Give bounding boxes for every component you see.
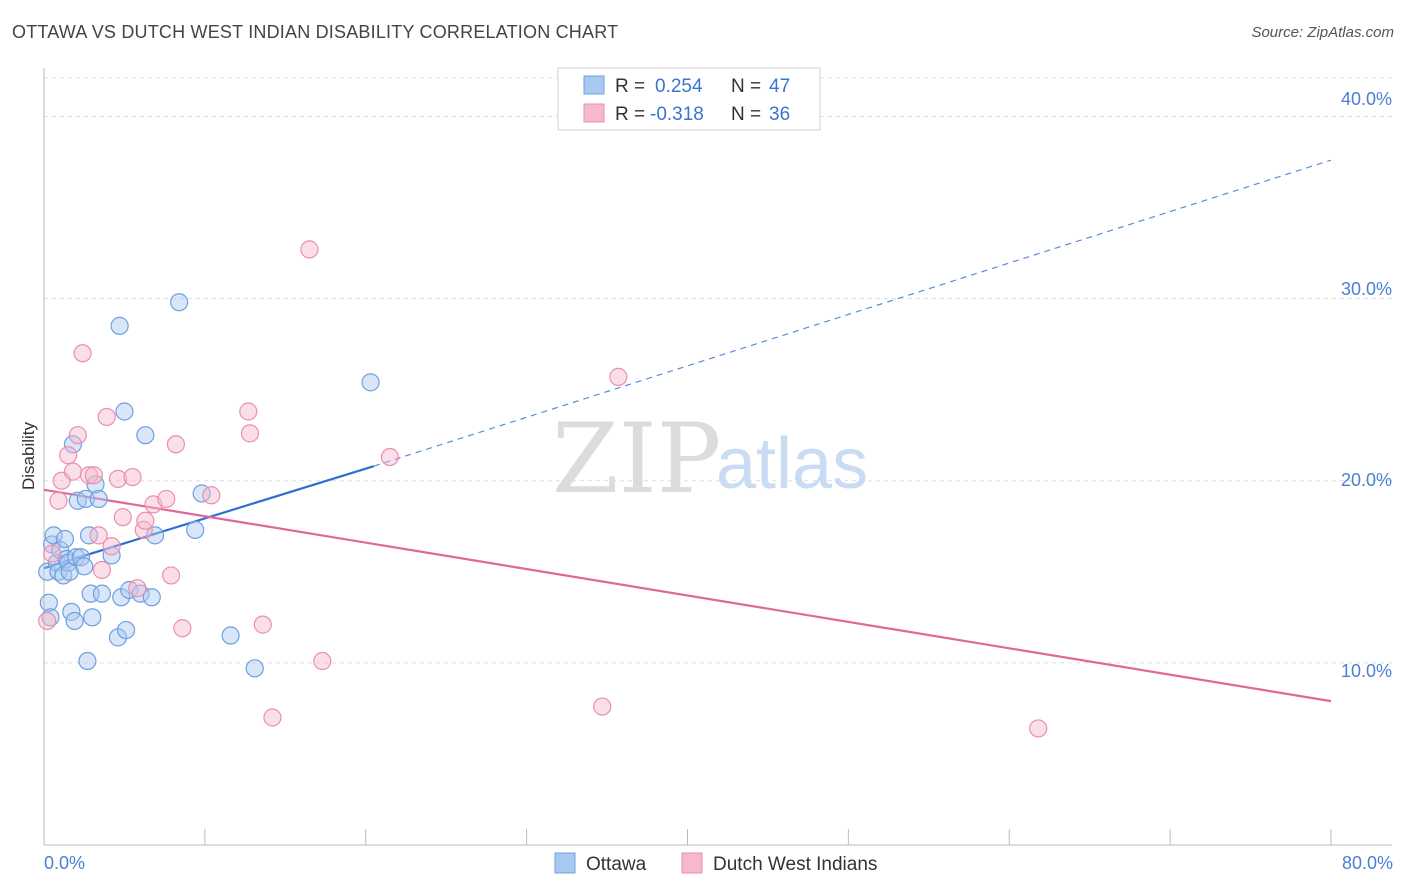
dwi-point-34: [609, 367, 628, 386]
dwi-point-26: [239, 402, 258, 421]
x-tick-label-max: 80.0%: [1342, 853, 1393, 873]
dwi-point-22: [161, 566, 181, 585]
ottawa-point-24: [83, 608, 102, 627]
trend-lines: [43, 159, 1332, 703]
dwi-point-18: [134, 520, 153, 539]
dwi-point-33: [593, 697, 612, 716]
dwi-point-21: [157, 489, 176, 509]
ottawa-point-21: [78, 651, 97, 671]
ottawa-point-14: [63, 435, 83, 454]
dwi-point-35: [1029, 719, 1048, 738]
dwi-point-25: [202, 486, 221, 505]
dwi-point-2: [49, 491, 68, 510]
ottawa-point-19: [75, 557, 94, 576]
dwi-point-30: [300, 240, 319, 259]
dwi-point-14: [108, 469, 128, 488]
legend-swatch-dutch-west-indians: [681, 852, 703, 874]
dwi-point-19: [136, 511, 155, 530]
dwi-point-5: [63, 462, 83, 481]
ottawa-point-9: [55, 529, 75, 549]
dwi-point-12: [97, 407, 116, 427]
y-axis-label: Disability: [19, 421, 38, 490]
x-axis-ticks: [204, 829, 1332, 845]
y-tick-label-40: 40.0%: [1341, 89, 1392, 109]
dwi-point-23: [166, 435, 186, 454]
dwi-stats-swatch: [583, 103, 605, 123]
dwi-r-value: -0.318: [650, 104, 704, 125]
dwi-point-0: [38, 611, 57, 631]
dwi-point-10: [89, 526, 108, 545]
dwi-point-31: [313, 651, 332, 671]
y-tick-label-20: 20.0%: [1341, 470, 1392, 490]
ottawa-point-1: [39, 593, 58, 612]
ottawa-point-32: [115, 402, 134, 421]
dwi-point-1: [42, 544, 62, 563]
y-axis-tick-labels: 40.0% 30.0% 20.0% 10.0%: [1341, 89, 1392, 681]
axes: [43, 68, 1392, 846]
ottawa-point-38: [145, 526, 165, 545]
dwi-point-13: [102, 537, 121, 556]
ottawa-stats-swatch: [583, 75, 605, 95]
dwi-point-8: [79, 466, 99, 485]
dwi-point-27: [240, 424, 260, 443]
dwi-point-11: [92, 560, 112, 580]
x-tick-label-min: 0.0%: [44, 853, 85, 873]
bottom-legend: Ottawa Dutch West Indians: [554, 852, 877, 875]
source-label: Source: ZipAtlas.com: [1251, 24, 1394, 41]
ottawa-point-30: [110, 316, 129, 335]
dwi-point-24: [173, 619, 192, 638]
watermark-atlas: atlas: [716, 424, 868, 504]
dwi-point-9: [84, 466, 103, 485]
y-tick-label-30: 30.0%: [1341, 279, 1392, 299]
ottawa-point-26: [89, 489, 108, 509]
dwi-point-6: [68, 426, 87, 445]
dutch-west-indians-points: [38, 240, 1048, 738]
legend-label-ottawa: Ottawa: [586, 854, 647, 875]
dwi-point-32: [380, 447, 399, 467]
ottawa-point-44: [361, 373, 380, 392]
ottawa-point-28: [102, 546, 121, 565]
ottawa-point-33: [116, 620, 136, 640]
ottawa-point-22: [79, 526, 99, 545]
legend-item-dutch-west-indians[interactable]: Dutch West Indians: [681, 852, 877, 875]
legend-label-dutch-west-indians: Dutch West Indians: [713, 854, 877, 875]
ottawa-point-15: [65, 611, 84, 631]
dwi-point-29: [263, 708, 282, 727]
ottawa-point-36: [136, 426, 155, 445]
dwi-point-28: [253, 615, 272, 634]
ottawa-point-39: [170, 293, 189, 312]
ottawa-point-35: [131, 584, 150, 603]
legend-item-ottawa[interactable]: Ottawa: [554, 852, 647, 875]
dwi-n-label: N =: [731, 104, 761, 125]
dwi-r-label: R =: [615, 104, 645, 125]
ottawa-point-25: [86, 475, 105, 494]
dwi-trend-line: [43, 488, 1332, 703]
dwi-point-4: [59, 446, 78, 465]
y-tick-label-10: 10.0%: [1341, 661, 1392, 681]
legend-swatch-ottawa: [554, 852, 576, 874]
dwi-point-17: [128, 579, 147, 598]
stats-legend-box: R = 0.254 N = 47 R = -0.318 N = 36: [557, 67, 821, 131]
ottawa-point-43: [245, 659, 264, 678]
ottawa-r-value: 0.254: [655, 76, 703, 97]
ottawa-n-label: N =: [731, 76, 761, 97]
ottawa-trend-projection: [373, 159, 1332, 467]
ottawa-r-label: R =: [615, 76, 645, 97]
dwi-n-value: 36: [769, 104, 790, 125]
dwi-point-15: [113, 508, 132, 527]
dwi-point-7: [73, 344, 92, 363]
ottawa-point-27: [92, 584, 112, 603]
ottawa-n-value: 47: [769, 76, 790, 97]
chart-title: OTTAWA VS DUTCH WEST INDIAN DISABILITY C…: [12, 22, 619, 42]
grid-lines: [44, 77, 1392, 664]
dwi-point-16: [123, 467, 142, 487]
ottawa-point-40: [186, 520, 205, 539]
ottawa-point-20: [76, 489, 95, 509]
watermark: ZIP atlas: [552, 403, 868, 515]
ottawa-point-37: [142, 588, 161, 607]
ottawa-point-42: [221, 626, 240, 645]
watermark-zip: ZIP: [552, 403, 721, 515]
